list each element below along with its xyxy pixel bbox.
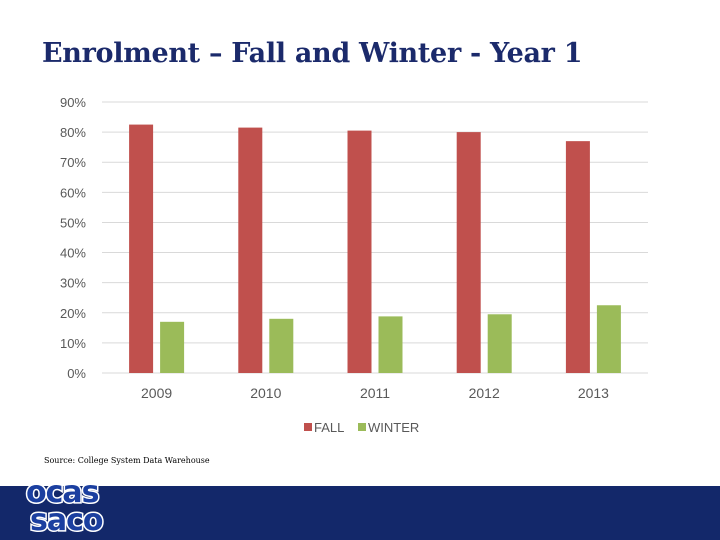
bar-winter-2013 bbox=[596, 305, 621, 373]
y-tick-label: 80% bbox=[60, 125, 86, 140]
legend: FALL WINTER bbox=[304, 420, 419, 435]
bar-winter-2012 bbox=[487, 314, 512, 373]
bar-chart: 0%10%20%30%40%50%60%70%80%90% 2009 2010 20… bbox=[60, 95, 648, 435]
y-tick-label: 90% bbox=[60, 95, 86, 110]
bar-fall-2010 bbox=[238, 127, 263, 373]
y-tick-label: 50% bbox=[60, 215, 86, 230]
bar-winter-2011 bbox=[378, 316, 403, 373]
bar-fall-2009 bbox=[129, 124, 154, 373]
bar-winter-2010 bbox=[269, 318, 294, 373]
y-tick-label: 30% bbox=[60, 276, 86, 291]
slide-title: Enrolment – Fall and Winter - Year 1 bbox=[42, 38, 583, 69]
bar-fall-2012 bbox=[456, 132, 481, 373]
y-tick-label: 60% bbox=[60, 185, 86, 200]
x-tick-label: 2011 bbox=[360, 385, 390, 401]
bars bbox=[129, 124, 621, 373]
footer-band bbox=[0, 486, 720, 540]
x-axis-ticks: 2009 2010 2011 2012 2013 bbox=[141, 385, 609, 401]
legend-swatch-winter bbox=[358, 423, 366, 431]
x-tick-label: 2013 bbox=[578, 385, 609, 401]
y-tick-label: 70% bbox=[60, 155, 86, 170]
x-tick-label: 2009 bbox=[141, 385, 172, 401]
y-axis-ticks: 0% 10% 20% 30% 40% 50% 60% 70% 80% 90% bbox=[60, 95, 86, 381]
y-tick-label: 40% bbox=[60, 246, 86, 261]
legend-swatch-fall bbox=[304, 423, 312, 431]
bar-winter-2009 bbox=[160, 321, 185, 373]
x-tick-label: 2012 bbox=[469, 385, 500, 401]
legend-label-winter: WINTER bbox=[368, 420, 419, 435]
bar-fall-2011 bbox=[347, 130, 372, 373]
logo-text-bottom: saco bbox=[30, 503, 103, 538]
bar-fall-2013 bbox=[565, 141, 590, 373]
y-tick-label: 10% bbox=[60, 336, 86, 351]
logo-text-top: ocas bbox=[26, 475, 99, 510]
source-note: Source: College System Data Warehouse bbox=[44, 456, 210, 465]
gridlines bbox=[102, 101, 648, 374]
x-tick-label: 2010 bbox=[250, 385, 281, 401]
legend-label-fall: FALL bbox=[314, 420, 344, 435]
ocas-logo: ocas saco bbox=[25, 474, 106, 540]
y-tick-label: 20% bbox=[60, 306, 86, 321]
y-tick-label: 0% bbox=[67, 366, 86, 381]
